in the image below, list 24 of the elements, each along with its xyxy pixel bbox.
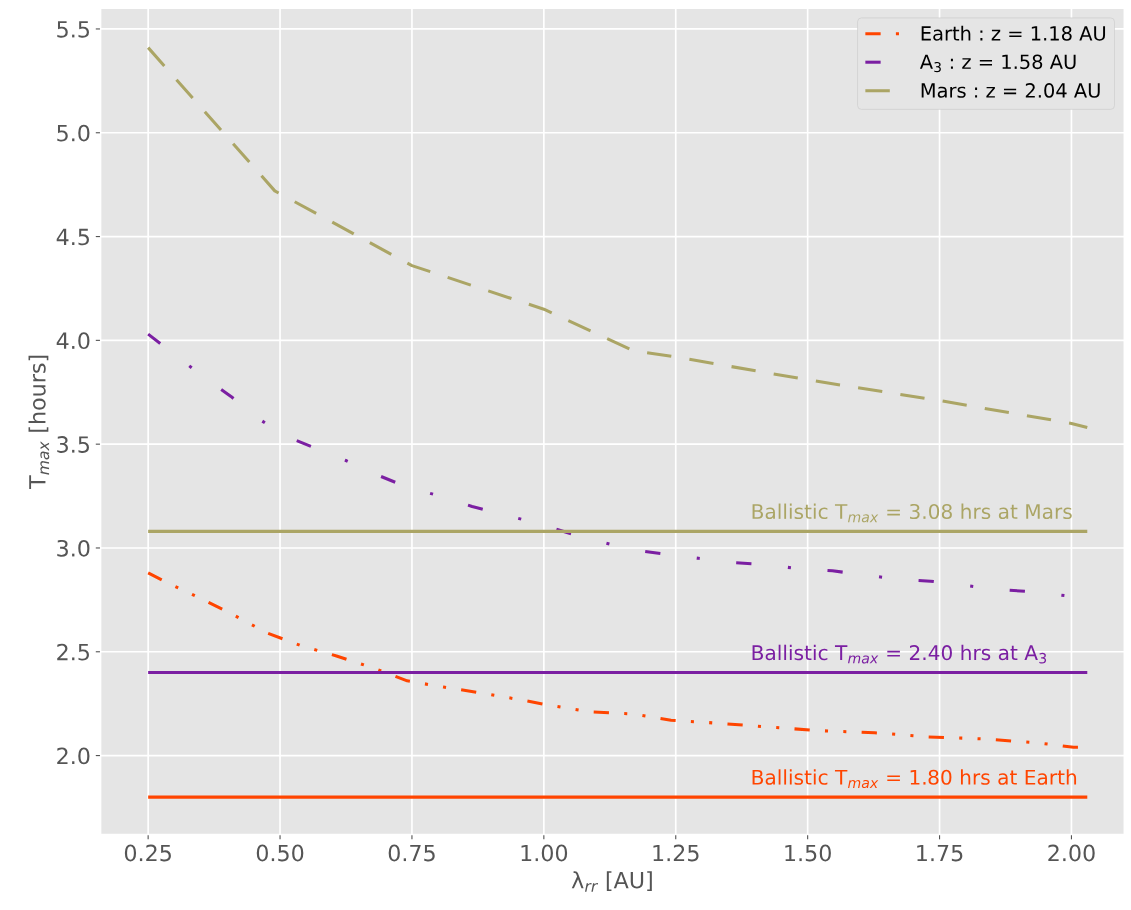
y-tick-label: 4.0 — [56, 332, 90, 350]
y-tick-label: 2.5 — [57, 643, 89, 661]
y-tick-label: 4.5 — [56, 228, 89, 246]
x-tick-label: 2.00 — [1048, 844, 1095, 862]
y-axis-title: T$_{max}$ [hours] — [28, 355, 50, 490]
annotation: Ballistic T$_{max}$ = 3.08 hrs at Mars — [752, 503, 1072, 523]
legend-label: A$_{3}$ : z = 1.58 AU — [919, 54, 1076, 73]
x-tick-label: 1.75 — [917, 844, 963, 862]
x-tick-label: 0.75 — [388, 844, 435, 862]
legend-label: Mars : z = 2.04 AU — [921, 83, 1100, 98]
y-tick-label: 5.5 — [57, 21, 89, 38]
legend-label: Earth : z = 1.18 AU — [921, 25, 1106, 41]
y-tick-label: 2.0 — [57, 747, 90, 765]
x-tick-label: 0.25 — [124, 844, 171, 862]
annotation: Ballistic T$_{max}$ = 2.40 hrs at A$_{3}$ — [752, 644, 1047, 664]
x-axis-title: λ$_{rr}$ [AU] — [571, 871, 652, 892]
x-tick-label: 1.50 — [785, 844, 831, 862]
y-tick-label: 3.5 — [57, 436, 89, 453]
x-tick-label: 0.50 — [256, 844, 304, 862]
x-tick-label: 1.00 — [521, 844, 568, 862]
x-tick-label: 1.25 — [653, 844, 699, 862]
annotation: Ballistic T$_{max}$ = 1.80 hrs at Earth — [752, 769, 1077, 789]
y-tick-label: 5.0 — [57, 124, 90, 142]
y-tick-label: 3.0 — [57, 539, 90, 557]
